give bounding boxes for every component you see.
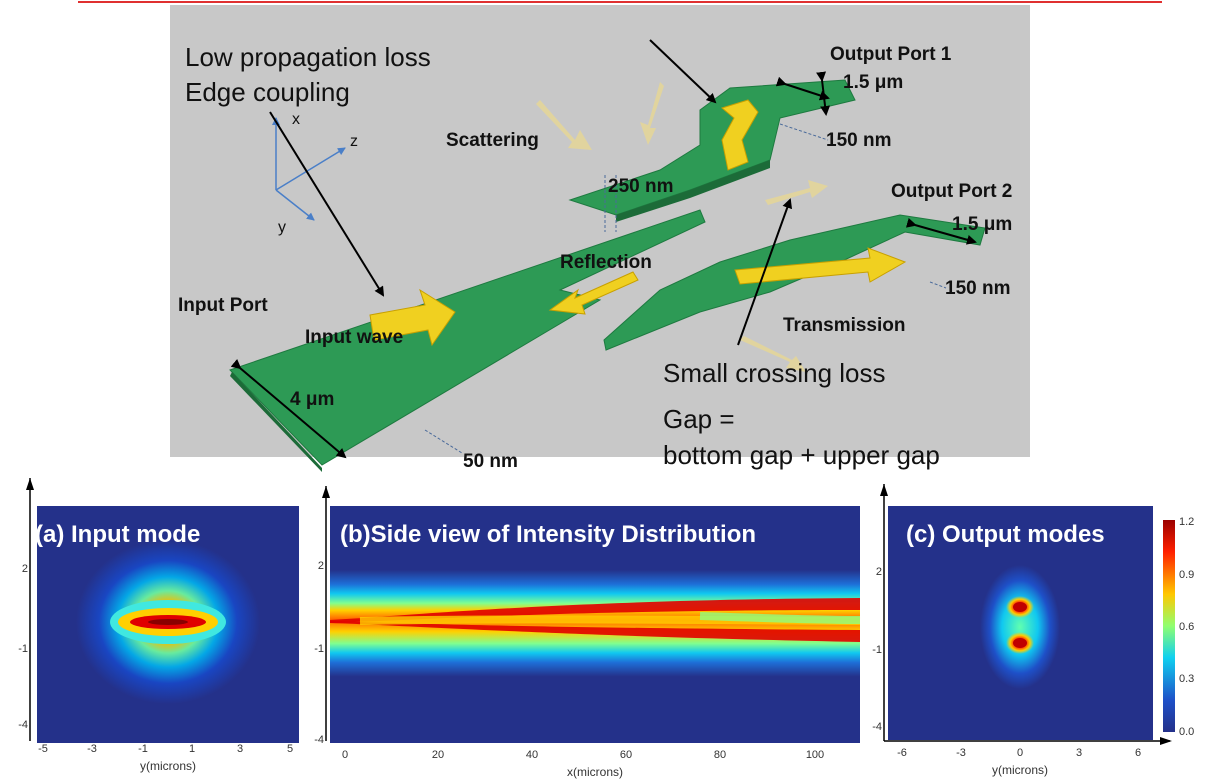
axis-x-label: x bbox=[292, 111, 300, 128]
label-gap-line1: Gap = bbox=[663, 404, 735, 434]
svg-text:3: 3 bbox=[1076, 747, 1082, 759]
svg-text:-1: -1 bbox=[872, 644, 882, 656]
svg-text:-6: -6 bbox=[897, 747, 907, 759]
input-waveguide bbox=[229, 209, 706, 466]
label-width-1: 1.5 μm bbox=[843, 72, 903, 93]
svg-text:-5: -5 bbox=[38, 743, 48, 755]
label-edge-coupling: Edge coupling bbox=[185, 77, 350, 107]
svg-text:0: 0 bbox=[1017, 747, 1023, 759]
svg-text:0: 0 bbox=[342, 749, 348, 761]
svg-text:20: 20 bbox=[432, 749, 444, 761]
label-small-crossing-loss: Small crossing loss bbox=[663, 358, 886, 388]
svg-text:-1: -1 bbox=[138, 743, 148, 755]
pointer-lines bbox=[230, 39, 977, 459]
label-height-250: 250 nm bbox=[608, 176, 673, 197]
label-scattering: Scattering bbox=[446, 130, 539, 151]
panel-c-title: (c) Output modes bbox=[906, 521, 1105, 548]
label-gap-line2: bottom gap + upper gap bbox=[663, 440, 940, 470]
colorbar-tick: 0.6 bbox=[1179, 621, 1194, 633]
label-input-port: Input Port bbox=[178, 295, 268, 316]
label-input-width: 4 μm bbox=[290, 389, 334, 410]
svg-text:80: 80 bbox=[714, 749, 726, 761]
panel-b: (b)Side view of Intensity Distribution 2… bbox=[314, 486, 861, 779]
svg-text:-4: -4 bbox=[872, 721, 882, 733]
panel-b-title: (b)Side view of Intensity Distribution bbox=[340, 521, 756, 548]
colorbar-tick: 0.9 bbox=[1179, 569, 1194, 581]
label-reflection: Reflection bbox=[560, 252, 652, 273]
colorbar-tick: 0.3 bbox=[1179, 673, 1194, 685]
svg-text:3: 3 bbox=[237, 743, 243, 755]
label-input-thickness: 50 nm bbox=[463, 451, 518, 472]
label-input-wave: Input wave bbox=[305, 327, 403, 348]
scatter-arrows bbox=[536, 82, 828, 372]
svg-text:2: 2 bbox=[876, 566, 882, 578]
colorbar: 1.2 0.9 0.6 0.3 0.0 bbox=[1163, 516, 1194, 738]
panel-a: (a) Input mode 2 -1 -4 -5 -3 -1 1 3 5 y(… bbox=[18, 478, 299, 773]
label-output-port-2: Output Port 2 bbox=[891, 181, 1012, 202]
label-width-2: 1.5 μm bbox=[952, 214, 1012, 235]
label-thickness-2: 150 nm bbox=[945, 278, 1010, 299]
svg-text:100: 100 bbox=[806, 749, 824, 761]
svg-text:2: 2 bbox=[318, 560, 324, 572]
svg-text:60: 60 bbox=[620, 749, 632, 761]
input-wave-arrow bbox=[369, 288, 456, 347]
axis-y-label: y bbox=[278, 219, 286, 236]
svg-text:6: 6 bbox=[1135, 747, 1141, 759]
svg-text:-4: -4 bbox=[18, 719, 28, 731]
label-output-port-1: Output Port 1 bbox=[830, 44, 952, 65]
panel-c: (c) Output modes 2 -1 -4 -6 -3 0 3 6 y(m… bbox=[872, 484, 1172, 777]
svg-text:40: 40 bbox=[526, 749, 538, 761]
svg-text:5: 5 bbox=[287, 743, 293, 755]
label-transmission: Transmission bbox=[783, 315, 906, 336]
wave-arrows bbox=[369, 99, 907, 347]
panel-a-xlabel: y(microns) bbox=[140, 759, 196, 773]
svg-text:-1: -1 bbox=[18, 643, 28, 655]
panel-a-title: (a) Input mode bbox=[35, 521, 200, 548]
svg-text:1: 1 bbox=[189, 743, 195, 755]
panel-c-xlabel: y(microns) bbox=[992, 763, 1048, 777]
reflection-arrow bbox=[548, 271, 639, 315]
colorbar-tick: 0.0 bbox=[1179, 726, 1194, 738]
svg-text:-3: -3 bbox=[87, 743, 97, 755]
svg-text:2: 2 bbox=[22, 563, 28, 575]
axis-z-label: z bbox=[350, 133, 358, 150]
colorbar-gradient bbox=[1163, 520, 1175, 732]
label-low-loss: Low propagation loss bbox=[185, 42, 431, 72]
label-thickness-1: 150 nm bbox=[826, 130, 891, 151]
svg-text:-4: -4 bbox=[314, 734, 324, 746]
coupling-arrow bbox=[720, 99, 759, 171]
svg-text:-1: -1 bbox=[314, 643, 324, 655]
panel-b-xlabel: x(microns) bbox=[567, 765, 623, 779]
svg-text:-3: -3 bbox=[956, 747, 966, 759]
colorbar-tick: 1.2 bbox=[1179, 516, 1194, 528]
coordinate-axes-icon bbox=[272, 117, 346, 221]
